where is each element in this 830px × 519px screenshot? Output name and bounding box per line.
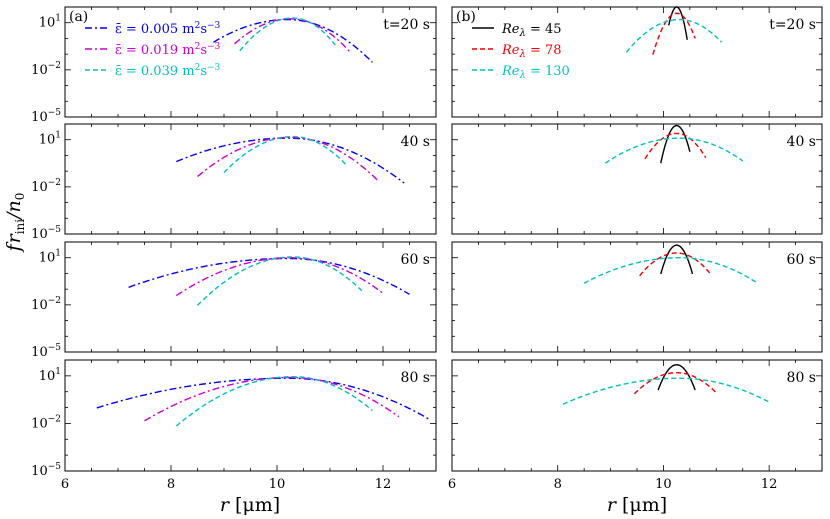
axes-frame [64, 359, 437, 472]
x-tick-label: 6 [448, 477, 456, 492]
y-tick-label: 101 [39, 131, 61, 148]
axes-frame [64, 241, 437, 353]
x-tick-label: 10 [269, 477, 286, 492]
legend-label: Reλ = 130 [501, 64, 570, 81]
series-line [604, 137, 744, 164]
series-line [652, 12, 696, 55]
panel-b-row2: 40 s [451, 123, 823, 235]
panel-a-row1: 101 10−2 10−5 t=20 s [31, 6, 437, 125]
axes-frame [451, 123, 823, 235]
axes-frame [451, 241, 823, 353]
x-tick-label: 12 [375, 477, 392, 492]
legend-label: Reλ = 78 [501, 43, 562, 60]
time-label: 40 s [401, 134, 430, 150]
series-line [639, 252, 712, 277]
series-line [633, 372, 717, 395]
panel-label: (a) [69, 9, 88, 25]
series-line [128, 257, 410, 295]
time-label: 80 s [401, 370, 430, 386]
series-line [660, 244, 694, 275]
time-label: 60 s [787, 252, 816, 268]
y-tick-label: 10−5 [31, 108, 61, 125]
legend-label: Reλ = 45 [501, 22, 562, 39]
x-tick-label: 12 [761, 477, 778, 492]
series-line [175, 376, 373, 427]
y-tick-label: 101 [39, 14, 61, 31]
panel-a-row2: 101 10−2 10−5 40 s [31, 123, 437, 242]
y-tick-label: 10−2 [31, 178, 61, 195]
panel-label: (b) [456, 9, 476, 25]
time-label: t=20 s [769, 17, 816, 33]
legend-a: ε̄ = 0.005 m2s−3 ε̄ = 0.019 m2s−3 ε̄ = 0.0… [85, 21, 221, 79]
series-line [625, 18, 723, 53]
x-tick-label: 6 [61, 477, 69, 492]
axes-frame [451, 359, 823, 472]
time-label: 60 s [401, 252, 430, 268]
x-axis-label-a: r [μm] [220, 494, 280, 516]
y-tick-label: 10−5 [31, 225, 61, 242]
series-line [644, 132, 707, 160]
series-line [660, 124, 691, 164]
panel-a-row4: 101 10−2 10−5 80 s 6 8 10 12 [31, 359, 437, 492]
series-line [583, 257, 757, 284]
legend-b: Reλ = 45 Reλ = 78 Reλ = 130 [472, 22, 570, 81]
x-tick-label: 8 [167, 477, 175, 492]
panel-a-row3: 101 10−2 10−5 60 s [31, 241, 437, 360]
series-line [96, 377, 432, 421]
x-tick-label: 8 [554, 477, 562, 492]
time-label: 40 s [787, 134, 816, 150]
y-tick-label: 10−5 [31, 343, 61, 360]
series-line [562, 377, 770, 405]
y-tick-label: 10−2 [31, 414, 61, 431]
svg-text:frini/n0: frini/n0 [3, 193, 27, 254]
x-tick-label: 10 [655, 477, 672, 492]
series-line [176, 137, 405, 184]
panel-b-row1: t=20 s [451, 6, 823, 118]
time-label: t=20 s [383, 17, 430, 33]
legend-label: ε̄ = 0.019 m2s−3 [115, 42, 221, 58]
time-label: 80 s [787, 370, 816, 386]
panel-b-row3: 60 s [451, 241, 823, 353]
legend-label: ε̄ = 0.005 m2s−3 [115, 21, 221, 37]
y-tick-label: 10−2 [31, 296, 61, 313]
series-line [144, 376, 400, 422]
series-line [196, 256, 363, 306]
y-tick-label: 10−2 [31, 61, 61, 78]
series-line [175, 257, 384, 297]
y-tick-label: 10−5 [31, 462, 61, 479]
series-line [234, 18, 352, 54]
legend-label: ε̄ = 0.039 m2s−3 [115, 63, 221, 79]
series-line [657, 364, 696, 391]
series-line [213, 18, 373, 63]
series-line [223, 135, 347, 174]
y-tick-label: 101 [39, 249, 61, 266]
y-axis-label: frini/n0 [3, 193, 27, 254]
series-line [668, 6, 688, 40]
series-line [239, 17, 336, 52]
x-axis-label-b: r [μm] [607, 494, 667, 516]
series-line [197, 136, 379, 181]
y-tick-label: 101 [39, 367, 61, 384]
panel-b-row4: 80 s 6 8 10 12 [448, 359, 823, 492]
